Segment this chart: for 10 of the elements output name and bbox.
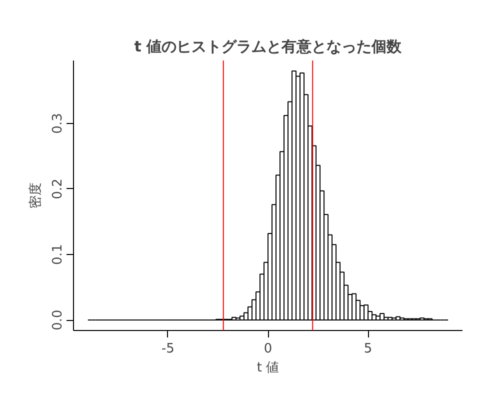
y-tick-label: 0.3 (50, 113, 66, 134)
y-tick-label: 0.2 (50, 178, 66, 200)
x-tick-label: -5 (161, 342, 174, 356)
x-axis-title: t 値 (256, 360, 280, 376)
y-axis-title: 密度 (28, 182, 44, 208)
x-tick-label: 0 (264, 342, 272, 356)
chart-title: t 値のヒストグラムと有意となった個数 (134, 38, 403, 56)
x-tick-label: 5 (364, 342, 372, 356)
y-tick-label: 0.0 (50, 310, 66, 330)
y-tick-label: 0.1 (50, 244, 66, 265)
